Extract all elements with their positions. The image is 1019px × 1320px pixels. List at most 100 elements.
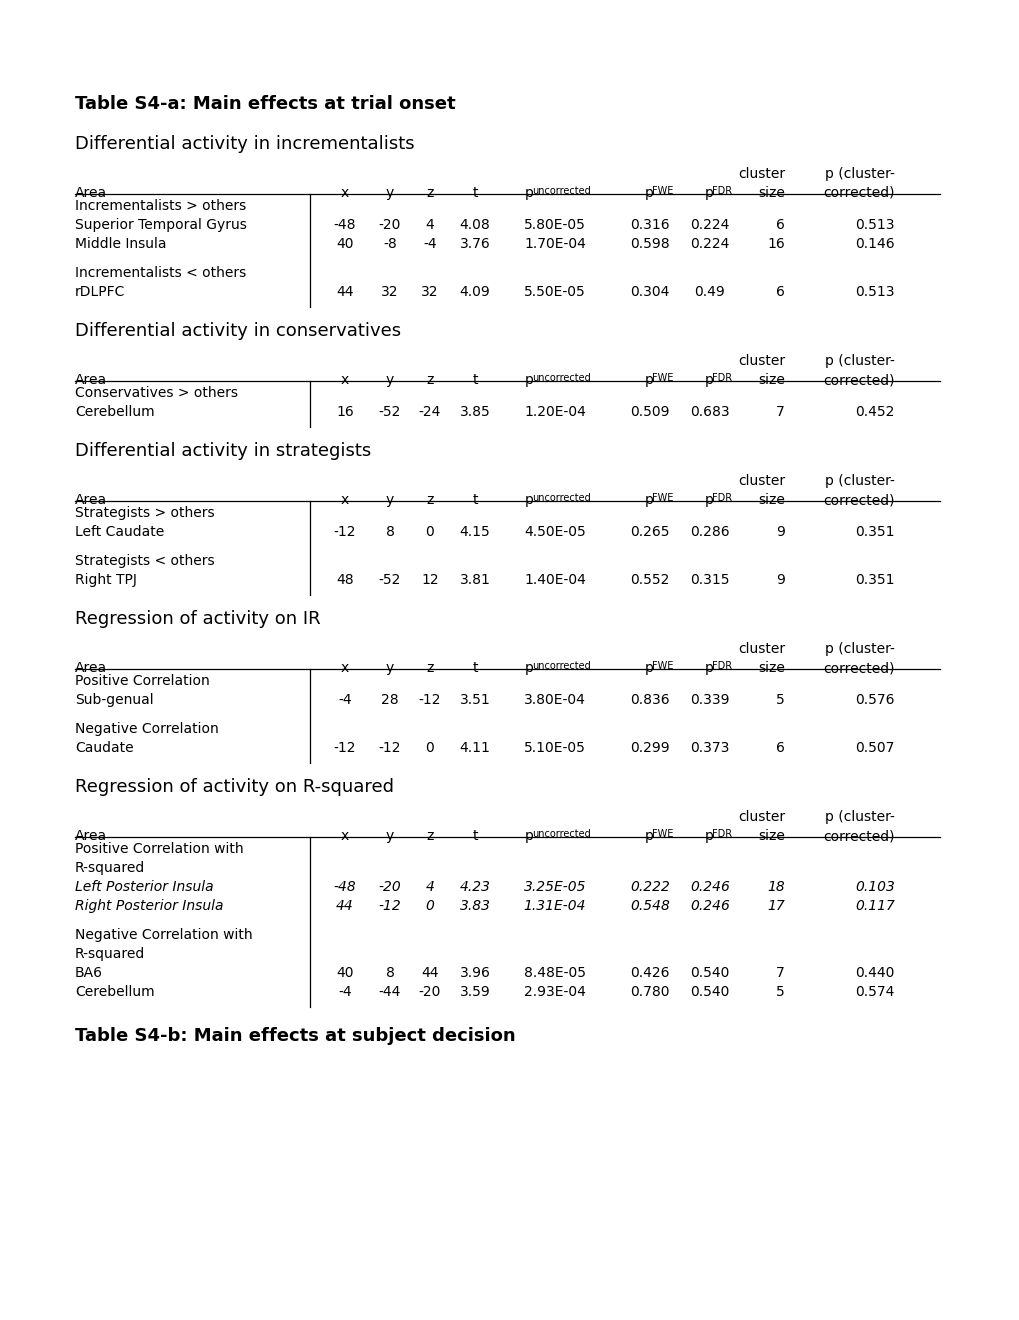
- Text: p: p: [525, 374, 533, 387]
- Text: Area: Area: [75, 829, 107, 843]
- Text: Negative Correlation: Negative Correlation: [75, 722, 218, 737]
- Text: 0: 0: [425, 741, 434, 755]
- Text: p: p: [644, 829, 653, 843]
- Text: 0.507: 0.507: [855, 741, 894, 755]
- Text: cluster: cluster: [737, 168, 785, 181]
- Text: 32: 32: [381, 285, 398, 300]
- Text: cluster: cluster: [737, 474, 785, 488]
- Text: 0.117: 0.117: [854, 899, 894, 913]
- Text: 4: 4: [425, 218, 434, 232]
- Text: FDR: FDR: [711, 492, 732, 503]
- Text: 0.683: 0.683: [690, 405, 730, 418]
- Text: -12: -12: [378, 741, 400, 755]
- Text: 44: 44: [421, 966, 438, 979]
- Text: 5.10E-05: 5.10E-05: [524, 741, 585, 755]
- Text: 0.246: 0.246: [690, 880, 730, 894]
- Text: corrected): corrected): [822, 186, 894, 201]
- Text: -20: -20: [419, 985, 441, 999]
- Text: 3.85: 3.85: [460, 405, 490, 418]
- Text: Incrementalists < others: Incrementalists < others: [75, 267, 246, 280]
- Text: size: size: [757, 186, 785, 201]
- Text: p: p: [704, 492, 713, 507]
- Text: p (cluster-: p (cluster-: [824, 810, 894, 824]
- Text: 4.50E-05: 4.50E-05: [524, 525, 585, 539]
- Text: -12: -12: [419, 693, 441, 708]
- Text: -4: -4: [338, 985, 352, 999]
- Text: Positive Correlation with: Positive Correlation with: [75, 842, 244, 855]
- Text: Area: Area: [75, 661, 107, 675]
- Text: Regression of activity on R-squared: Regression of activity on R-squared: [75, 777, 393, 796]
- Text: -4: -4: [423, 238, 436, 251]
- Text: 0.299: 0.299: [630, 741, 669, 755]
- Text: 7: 7: [775, 966, 785, 979]
- Text: 0.339: 0.339: [690, 693, 729, 708]
- Text: 3.81: 3.81: [460, 573, 490, 587]
- Text: 5: 5: [775, 693, 785, 708]
- Text: Area: Area: [75, 186, 107, 201]
- Text: 9: 9: [775, 573, 785, 587]
- Text: 4.08: 4.08: [460, 218, 490, 232]
- Text: 0.373: 0.373: [690, 741, 729, 755]
- Text: 7: 7: [775, 405, 785, 418]
- Text: x: x: [340, 661, 348, 675]
- Text: 1.40E-04: 1.40E-04: [524, 573, 585, 587]
- Text: 0.316: 0.316: [630, 218, 669, 232]
- Text: cluster: cluster: [737, 642, 785, 656]
- Text: Area: Area: [75, 492, 107, 507]
- Text: 12: 12: [421, 573, 438, 587]
- Text: 0.513: 0.513: [855, 218, 894, 232]
- Text: 8.48E-05: 8.48E-05: [524, 966, 586, 979]
- Text: uncorrected: uncorrected: [532, 492, 590, 503]
- Text: 0.780: 0.780: [630, 985, 669, 999]
- Text: t: t: [472, 186, 477, 201]
- Text: 0.304: 0.304: [630, 285, 669, 300]
- Text: p (cluster-: p (cluster-: [824, 168, 894, 181]
- Text: x: x: [340, 374, 348, 387]
- Text: 16: 16: [766, 238, 785, 251]
- Text: p: p: [644, 492, 653, 507]
- Text: p (cluster-: p (cluster-: [824, 642, 894, 656]
- Text: p: p: [704, 374, 713, 387]
- Text: size: size: [757, 374, 785, 387]
- Text: 0.598: 0.598: [630, 238, 669, 251]
- Text: 0.146: 0.146: [855, 238, 894, 251]
- Text: Differential activity in conservatives: Differential activity in conservatives: [75, 322, 400, 341]
- Text: 1.70E-04: 1.70E-04: [524, 238, 585, 251]
- Text: 44: 44: [336, 285, 354, 300]
- Text: Table S4-b: Main effects at subject decision: Table S4-b: Main effects at subject deci…: [75, 1027, 516, 1045]
- Text: t: t: [472, 661, 477, 675]
- Text: 0.548: 0.548: [630, 899, 669, 913]
- Text: R-squared: R-squared: [75, 946, 145, 961]
- Text: -12: -12: [378, 899, 401, 913]
- Text: 0.351: 0.351: [855, 573, 894, 587]
- Text: z: z: [426, 829, 433, 843]
- Text: Conservatives > others: Conservatives > others: [75, 385, 237, 400]
- Text: x: x: [340, 829, 348, 843]
- Text: 0.351: 0.351: [855, 525, 894, 539]
- Text: y: y: [385, 829, 393, 843]
- Text: p: p: [704, 661, 713, 675]
- Text: Left Caudate: Left Caudate: [75, 525, 164, 539]
- Text: 0.103: 0.103: [854, 880, 894, 894]
- Text: 0.222: 0.222: [630, 880, 669, 894]
- Text: FWE: FWE: [651, 829, 673, 840]
- Text: Strategists > others: Strategists > others: [75, 506, 214, 520]
- Text: -24: -24: [419, 405, 441, 418]
- Text: 0.452: 0.452: [855, 405, 894, 418]
- Text: 4.15: 4.15: [460, 525, 490, 539]
- Text: 0.265: 0.265: [630, 525, 669, 539]
- Text: uncorrected: uncorrected: [532, 661, 590, 671]
- Text: corrected): corrected): [822, 492, 894, 507]
- Text: size: size: [757, 829, 785, 843]
- Text: -4: -4: [338, 693, 352, 708]
- Text: 40: 40: [336, 238, 354, 251]
- Text: Cerebellum: Cerebellum: [75, 405, 155, 418]
- Text: 40: 40: [336, 966, 354, 979]
- Text: 48: 48: [336, 573, 354, 587]
- Text: 5: 5: [775, 985, 785, 999]
- Text: cluster: cluster: [737, 354, 785, 368]
- Text: BA6: BA6: [75, 966, 103, 979]
- Text: 9: 9: [775, 525, 785, 539]
- Text: Superior Temporal Gyrus: Superior Temporal Gyrus: [75, 218, 247, 232]
- Text: R-squared: R-squared: [75, 861, 145, 875]
